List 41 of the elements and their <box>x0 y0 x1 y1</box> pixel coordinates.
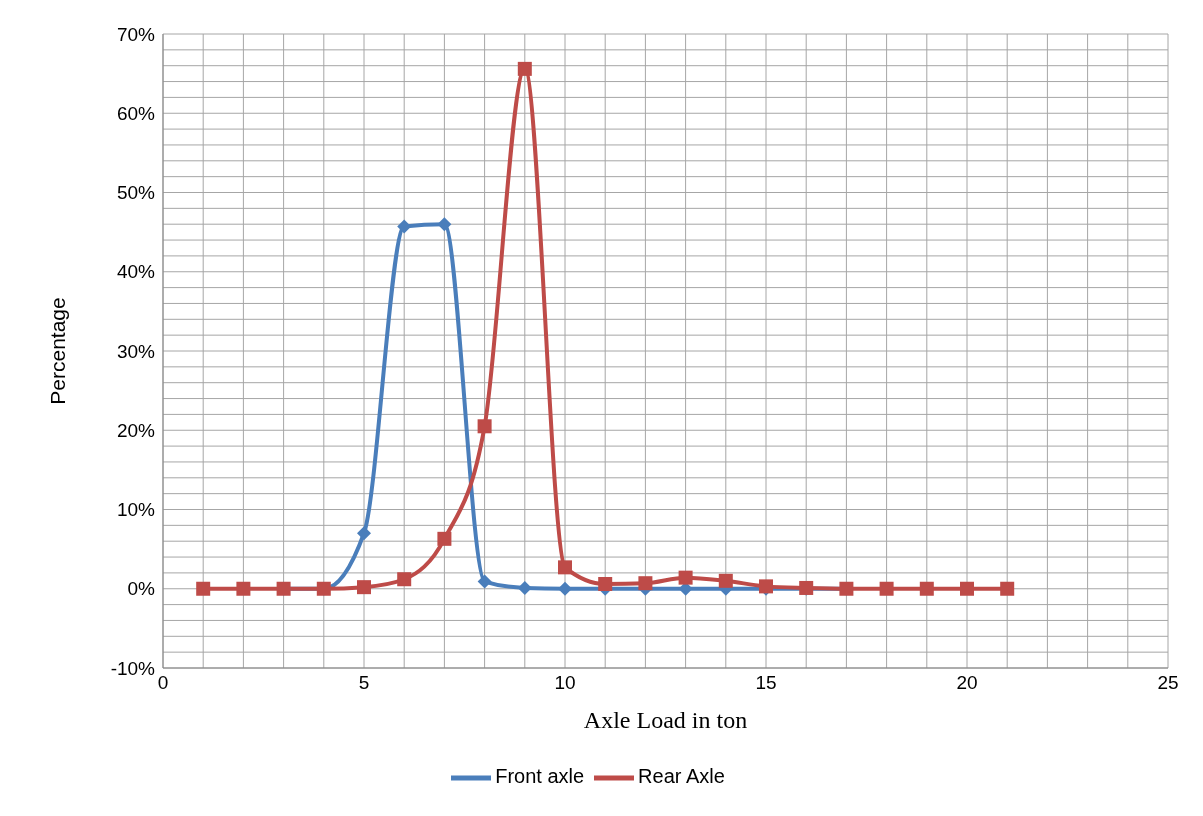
y-tick-label: 50% <box>116 182 156 204</box>
y-tick-label: 30% <box>116 340 156 362</box>
y-tick-label: 60% <box>116 103 156 124</box>
point <box>919 581 934 596</box>
x-tick-label: 10 <box>554 672 576 694</box>
point <box>397 572 412 587</box>
x-tick-label: 20 <box>956 672 978 694</box>
x-tick-label: 0 <box>157 672 169 694</box>
legend-label: Front axle <box>495 765 585 788</box>
point <box>517 61 532 76</box>
point <box>960 581 974 596</box>
point <box>477 574 492 589</box>
y-tick-label: 0% <box>127 578 156 600</box>
point <box>437 531 452 546</box>
point <box>718 573 733 588</box>
y-tick-label: -10% <box>110 657 156 679</box>
y-tick-label: 40% <box>116 261 156 283</box>
x-axis-title: Axle Load in ton <box>583 707 748 733</box>
x-tick-label: 25 <box>1157 672 1179 694</box>
point <box>236 581 251 596</box>
x-tick-label: 15 <box>755 672 777 694</box>
y-tick-label: 20% <box>116 419 156 441</box>
point <box>558 560 572 575</box>
point <box>1000 581 1015 596</box>
point <box>638 576 653 591</box>
point <box>357 580 371 595</box>
y-tick-label: 10% <box>116 499 156 521</box>
point <box>397 219 412 234</box>
x-tick-label: 5 <box>358 672 370 694</box>
point <box>477 419 492 434</box>
point <box>879 581 894 596</box>
point <box>678 570 693 585</box>
legend-label: Rear Axle <box>638 765 725 788</box>
point <box>598 577 613 591</box>
point <box>558 581 572 596</box>
y-tick-label: 70% <box>116 23 156 45</box>
point <box>517 580 532 595</box>
y-axis-title: Percentage <box>46 297 70 405</box>
point <box>357 526 371 541</box>
point <box>437 217 452 232</box>
point <box>196 581 211 596</box>
